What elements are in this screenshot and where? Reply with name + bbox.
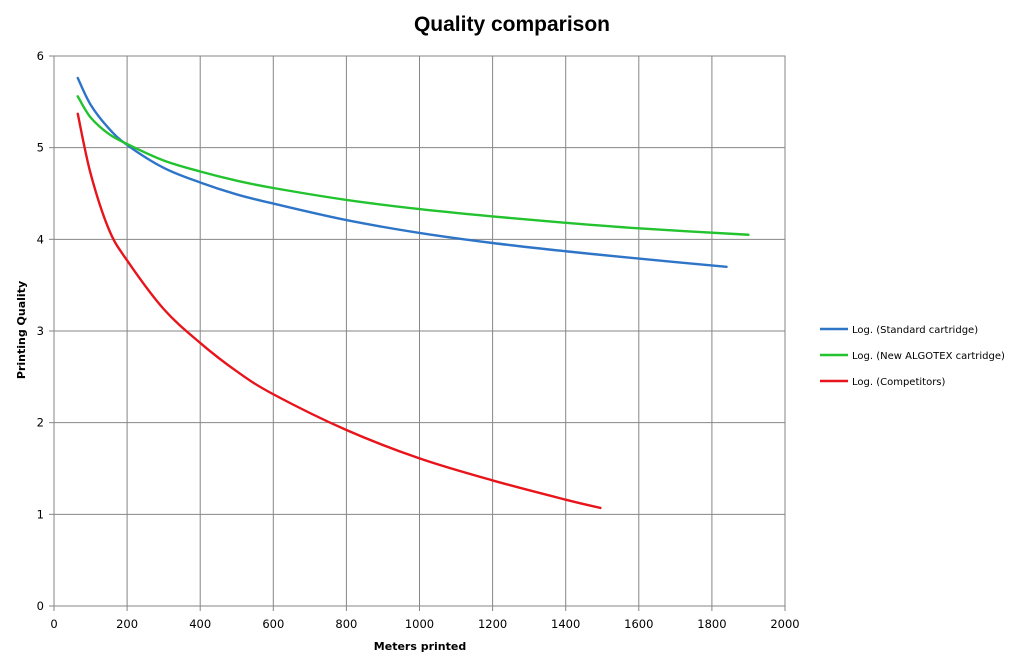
legend-label: Log. (New ALGOTEX cartridge) <box>852 351 1005 362</box>
axis-ticks: 0 200 400 600 800 1000 1200 1400 1600 1800 2000 0 1 2… <box>37 49 800 631</box>
y-tick-label: 0 <box>37 599 44 613</box>
x-tick-label: 200 <box>116 617 138 631</box>
y-tick-label: 1 <box>37 507 44 521</box>
x-tick-label: 1200 <box>478 617 507 631</box>
x-tick-label: 1000 <box>405 617 434 631</box>
y-tick-label: 5 <box>37 141 44 155</box>
y-tick-label: 2 <box>37 416 44 430</box>
series-line-2 <box>76 95 750 236</box>
x-tick-label: 1800 <box>697 617 726 631</box>
x-tick-label: 1600 <box>624 617 653 631</box>
x-tick-label: 1400 <box>551 617 580 631</box>
y-axis-title: Printing Quality <box>15 281 28 379</box>
legend-label: Log. (Standard cartridge) <box>852 325 978 336</box>
y-tick-label: 3 <box>37 324 44 338</box>
legend: Log. (Standard cartridge) Log. (New ALGOT… <box>820 325 1005 388</box>
y-tick-label: 6 <box>37 49 44 63</box>
series-lines <box>76 76 750 510</box>
y-tick-label: 4 <box>37 232 44 246</box>
x-tick-label: 400 <box>189 617 211 631</box>
legend-label: Log. (Competitors) <box>852 377 946 388</box>
x-axis-title: Meters printed <box>374 640 466 653</box>
gridlines <box>53 55 786 607</box>
x-tick-label: 0 <box>50 617 57 631</box>
series-line-3 <box>76 112 602 510</box>
x-tick-label: 800 <box>335 617 357 631</box>
x-tick-label: 600 <box>262 617 284 631</box>
chart-title: Quality comparison <box>414 13 610 36</box>
x-tick-label: 2000 <box>770 617 799 631</box>
series-line-1 <box>76 76 728 269</box>
